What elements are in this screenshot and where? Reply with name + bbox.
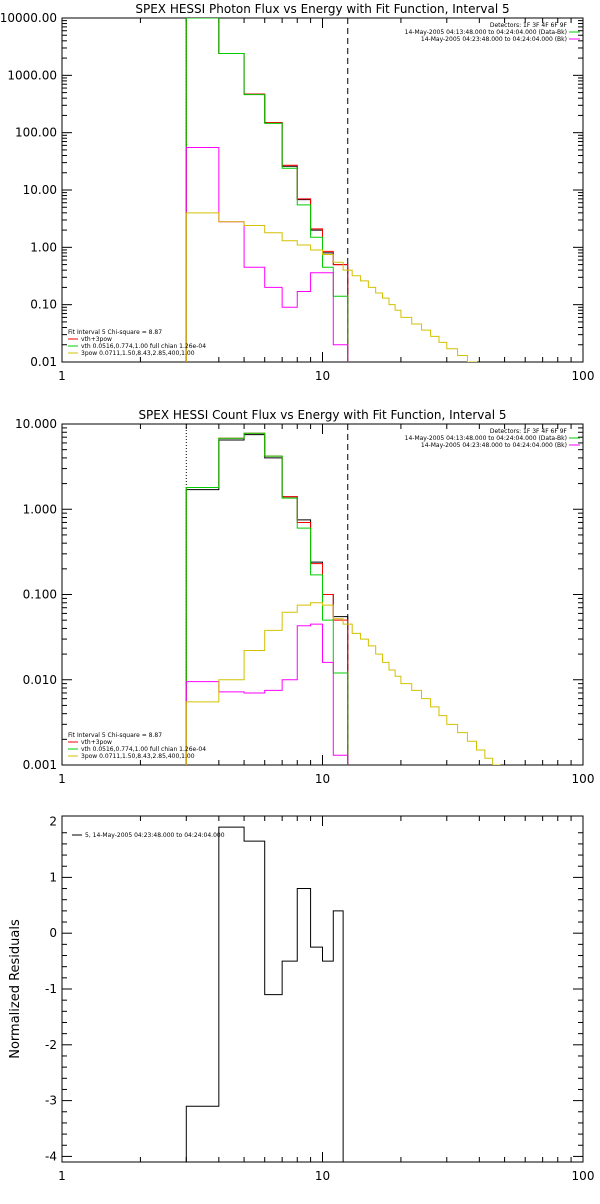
y-tick-label: 0.001 [23, 758, 57, 772]
y-tick-label: 0 [49, 926, 57, 940]
chart-title: SPEX HESSI Count Flux vs Energy with Fit… [138, 408, 506, 422]
x-tick-label: 1 [58, 1169, 66, 1183]
legend-entry: 3pow 0.0711,1.50,8.43,2.85,400,1.00 [81, 753, 195, 760]
x-tick-label: 10 [315, 1169, 330, 1183]
legend-entry: vth+3pow [81, 739, 112, 746]
series-line [185, 432, 349, 765]
y-tick-label: -4 [45, 1149, 57, 1163]
series-line [185, 18, 349, 362]
series-line [185, 623, 349, 765]
y-tick-label: 10000.00 [0, 11, 57, 25]
y-tick-label: -2 [45, 1038, 57, 1052]
header-line: 14-May-2005 04:13:48.000 to 04:24:04.000… [405, 29, 567, 36]
x-tick-label: 1 [58, 772, 66, 786]
panel-resid: Normalized Residuals 1 10 100 -4 -3 -2 -1 0 1 2 5, … [8, 815, 594, 1183]
chart-title: SPEX HESSI Photon Flux vs Energy with Fi… [135, 2, 509, 16]
y-tick-label: 0.100 [23, 588, 57, 602]
y-tick-label: 1 [49, 870, 57, 884]
y-tick-label: 0.10 [30, 298, 57, 312]
y-tick-label: 1000.00 [7, 68, 57, 82]
y-tick-label: -1 [45, 982, 57, 996]
series-group [185, 826, 344, 1162]
header-line: 14-May-2005 04:13:48.000 to 04:24:04.000… [405, 435, 567, 442]
y-tick-label: -3 [45, 1094, 57, 1108]
series-line [185, 826, 344, 1162]
series-line [185, 602, 501, 765]
x-tick-label: 100 [572, 369, 595, 383]
panel-count: SPEX HESSI Count Flux vs Energy with Fit… [15, 408, 594, 786]
y-tick-label: 10.000 [15, 417, 57, 431]
y-tick-label: 1.00 [30, 240, 57, 254]
legend-entry: 5, 14-May-2005 04:23:48.000 to 04:24:04.… [85, 832, 225, 839]
header-line: 14-May-2005 04:23:48.000 to 04:24:04.000… [421, 442, 567, 449]
x-tick-label: 10 [315, 772, 330, 786]
y-tick-label: 100.00 [15, 126, 57, 140]
y-tick-label: 2 [49, 815, 57, 829]
y-tick-label: 1.000 [23, 502, 57, 516]
y-tick-label: 0.010 [23, 673, 57, 687]
series-line [185, 18, 349, 362]
y-tick-label: 10.00 [23, 183, 57, 197]
y-axis-label: Normalized Residuals [8, 919, 23, 1059]
series-line [185, 432, 349, 765]
panel-photon: SPEX HESSI Photon Flux vs Energy with Fi… [0, 2, 594, 383]
header-line: 14-May-2005 04:23:48.000 to 04:24:04.000… [421, 36, 567, 43]
x-tick-label: 10 [315, 369, 330, 383]
x-tick-label: 1 [58, 369, 66, 383]
x-tick-label: 100 [572, 1169, 595, 1183]
series-line [185, 18, 349, 362]
legend-entry: vth 0.0516,0.774,1.00 full chian 1.26e-0… [81, 746, 206, 753]
y-tick-label: 0.01 [30, 355, 57, 369]
plot-frame [61, 17, 584, 363]
legend-entry: 3pow 0.0711,1.50,8.43,2.85,400,1.00 [81, 350, 195, 357]
legend-title: Fit Interval 5 Chi-square = 8.87 [68, 732, 162, 739]
header-line: Detectors: 1F 3F 4F 6F 9F [490, 428, 568, 435]
legend-entry: vth 0.0516,0.774,1.00 full chian 1.26e-0… [81, 343, 206, 350]
x-tick-label: 100 [572, 772, 595, 786]
series-group [185, 432, 501, 765]
series-line [185, 212, 477, 362]
series-group [185, 18, 477, 362]
series-line [185, 147, 349, 362]
header-line: Detectors: 1F 3F 4F 6F 9F [490, 22, 568, 29]
series-line [185, 434, 349, 765]
legend-title: Fit Interval 5 Chi-square = 8.87 [68, 329, 162, 336]
plot-frame [61, 815, 584, 1163]
legend-entry: vth+3pow [81, 336, 112, 343]
